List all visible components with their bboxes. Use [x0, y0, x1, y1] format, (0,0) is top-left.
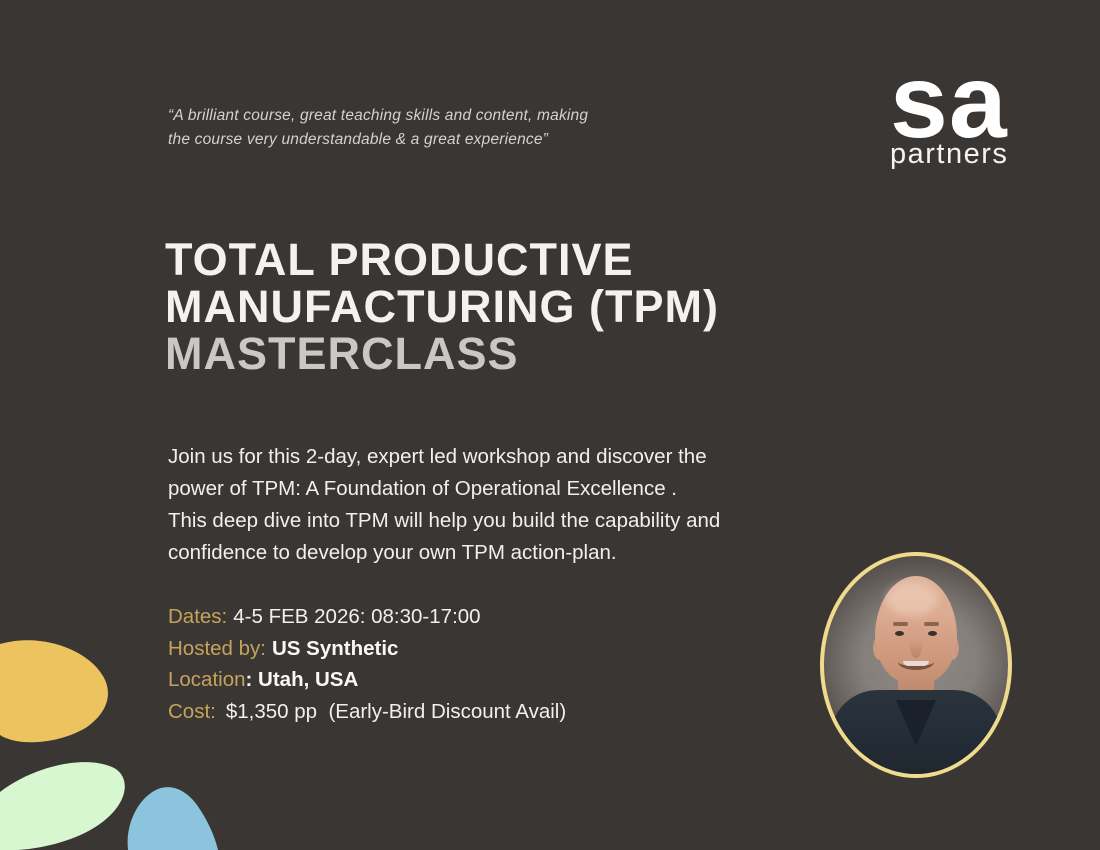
petal-blue-shape [127, 787, 218, 850]
intro-paragraph: Join us for this 2-day, expert led works… [168, 441, 720, 569]
cost-label: Cost: [168, 699, 216, 723]
intro-line: Join us for this 2-day, expert led works… [168, 445, 707, 468]
decorative-petals [0, 640, 218, 850]
presenter-eyebrow [924, 622, 939, 626]
presenter-teeth [903, 661, 929, 666]
detail-row-hosted-by: Hosted by: US Synthetic [168, 633, 566, 665]
detail-row-dates: Dates: 4-5 FEB 2026: 08:30-17:00 [168, 601, 566, 633]
location-value: : Utah, USA [245, 668, 359, 692]
petal-green-shape [0, 762, 125, 850]
presenter-eye [895, 631, 904, 636]
title-line-1: TOTAL PRODUCTIVE [165, 234, 634, 285]
dates-label: Dates: [168, 605, 228, 628]
dates-value: 4-5 FEB 2026: 08:30-17:00 [233, 605, 481, 628]
cost-value: $1,350 pp (Early-Bird Discount Avail) [225, 699, 567, 723]
presenter-photo [820, 552, 1012, 778]
presenter-smile [898, 654, 934, 670]
detail-row-location: Location: Utah, USA [168, 664, 566, 696]
title-line-2: MANUFACTURING (TPM) [165, 281, 719, 332]
logo-partners-text: partners [890, 138, 1009, 170]
presenter-eyebrow [893, 622, 908, 626]
intro-line: This deep dive into TPM will help you bu… [168, 509, 721, 532]
hosted-by-value: US Synthetic [272, 636, 399, 660]
event-details: Dates: 4-5 FEB 2026: 08:30-17:00 Hosted b… [168, 601, 566, 727]
title-line-3: MASTERCLASS [165, 328, 519, 379]
intro-line: power of TPM: A Foundation of Operationa… [168, 477, 677, 500]
presenter-eye [928, 631, 937, 636]
logo-sa-text: sa [890, 44, 1008, 160]
location-label: Location [168, 668, 246, 692]
presenter-head-highlight [885, 582, 938, 616]
testimonial-quote: “A brilliant course, great teaching skil… [168, 104, 588, 152]
page-title: TOTAL PRODUCTIVE MANUFACTURING (TPM) MAS… [165, 236, 719, 377]
hosted-by-label: Hosted by: [168, 636, 266, 660]
quote-line-1: “A brilliant course, great teaching skil… [168, 107, 589, 124]
detail-row-cost: Cost: $1,350 pp (Early-Bird Discount Avai… [168, 696, 566, 728]
petal-yellow-shape [0, 640, 108, 743]
sa-partners-logo: sa partners [890, 44, 1040, 170]
intro-line: confidence to develop your own TPM actio… [168, 541, 617, 564]
quote-line-2: the course very understandable & a great… [168, 131, 549, 148]
presenter-nose [910, 634, 922, 658]
